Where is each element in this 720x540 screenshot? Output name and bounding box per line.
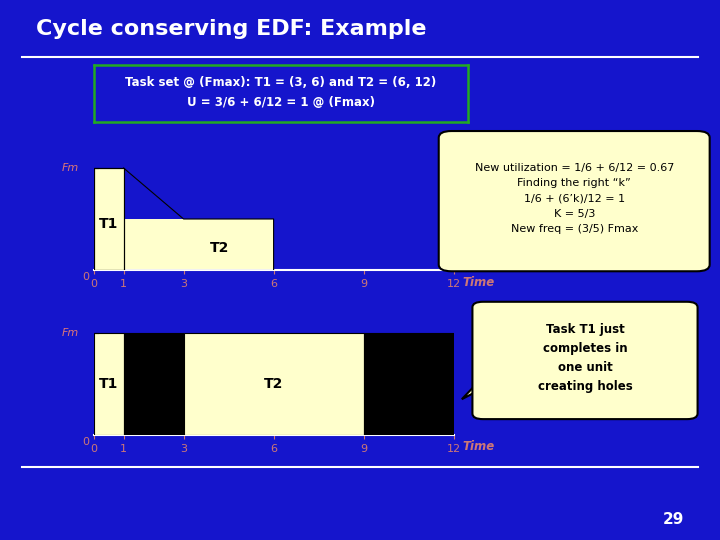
- FancyBboxPatch shape: [438, 131, 710, 271]
- Text: T1: T1: [99, 217, 118, 231]
- Bar: [364, 333, 454, 435]
- Text: T1: T1: [99, 377, 118, 391]
- FancyBboxPatch shape: [472, 302, 698, 419]
- Bar: [124, 333, 184, 435]
- Text: Time: Time: [463, 441, 495, 454]
- Text: New utilization = 1/6 + 6/12 = 0.67
Finding the right “k”
1/6 + (6’k)/12 = 1
K =: New utilization = 1/6 + 6/12 = 0.67 Find…: [474, 163, 674, 234]
- Text: Time: Time: [463, 276, 495, 289]
- Polygon shape: [124, 168, 184, 219]
- Text: Task set @ (Fmax): T1 = (3, 6) and T2 = (6, 12)
U = 3/6 + 6/12 = 1 @ (Fmax): Task set @ (Fmax): T1 = (3, 6) and T2 = …: [125, 76, 436, 109]
- Polygon shape: [462, 377, 483, 399]
- Text: Task T1 just
completes in
one unit
creating holes: Task T1 just completes in one unit creat…: [538, 323, 632, 393]
- Bar: [94, 168, 124, 270]
- Text: Cycle conserving EDF: Example: Cycle conserving EDF: Example: [36, 19, 426, 39]
- Text: 29: 29: [662, 511, 684, 526]
- Text: 0: 0: [82, 437, 89, 447]
- Text: Fm: Fm: [61, 328, 78, 338]
- Bar: [184, 333, 364, 435]
- Bar: [94, 333, 124, 435]
- Text: T2: T2: [210, 240, 229, 254]
- Polygon shape: [124, 168, 274, 270]
- Text: T2: T2: [264, 377, 283, 391]
- Text: 0: 0: [82, 272, 89, 282]
- Text: Fm: Fm: [61, 163, 78, 173]
